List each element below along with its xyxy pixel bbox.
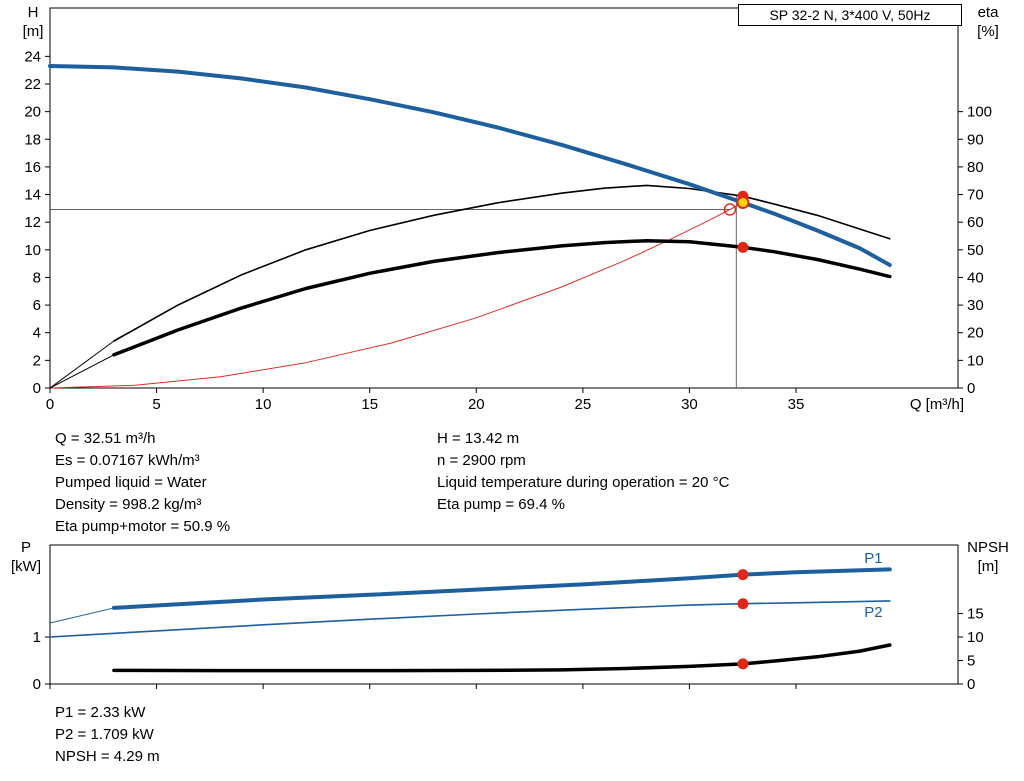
- y-right-tick-label: 70: [967, 187, 984, 204]
- y-right-tick-label: 80: [967, 159, 984, 176]
- y-left-tick-label: 2: [33, 352, 41, 369]
- npsh-axis-label-line2: [m]: [977, 558, 999, 575]
- p2-marker[interactable]: [737, 598, 749, 610]
- h-axis-label-line1: H: [27, 4, 39, 21]
- npsh-axis-label: NPSH [m]: [958, 538, 1018, 576]
- y-left-tick-label: 18: [24, 131, 41, 148]
- result-line: H = 13.42 m: [437, 430, 520, 447]
- y-left-tick-label: 10: [24, 242, 41, 259]
- result-line: P2 = 1.709 kW: [55, 726, 154, 743]
- npsh-marker[interactable]: [737, 658, 749, 670]
- y-left-tick-label: 16: [24, 159, 41, 176]
- y-left-tick-label: 8: [33, 269, 41, 286]
- x-tick-label: 0: [46, 396, 54, 413]
- y-left-tick-label: 14: [24, 187, 41, 204]
- power-chart-plot-area[interactable]: [49, 544, 959, 685]
- y-right-tick-label: 100: [967, 104, 992, 121]
- y-left-tick-label: 1: [33, 629, 41, 646]
- y-left-tick-label: 22: [24, 76, 41, 93]
- h-axis-label-line2: [m]: [22, 23, 44, 40]
- y-right-tick-label: 50: [967, 242, 984, 259]
- result-line: Pumped liquid = Water: [55, 474, 207, 491]
- result-line: Density = 998.2 kg/m³: [55, 496, 202, 513]
- p-axis-label-line2: [kW]: [11, 558, 41, 575]
- p1-curve[interactable]: [111, 567, 892, 610]
- requested-point-marker[interactable]: [723, 203, 737, 216]
- y-right-tick-label: 0: [967, 380, 975, 397]
- npsh-axis-label-line1: NPSH: [967, 539, 1009, 556]
- y-right-tick-label: 60: [967, 214, 984, 231]
- eta-axis-label-line2: [%]: [977, 23, 999, 40]
- y-right-tick-label: 15: [967, 606, 984, 623]
- p-axis-label-line1: P: [20, 539, 31, 556]
- result-line: Es = 0.07167 kWh/m³: [55, 452, 200, 469]
- p1-curve-lead: [49, 607, 115, 624]
- y-right-tick-label: 20: [967, 325, 984, 342]
- y-left-tick-label: 0: [33, 676, 41, 693]
- pump-title-box: SP 32-2 N, 3*400 V, 50Hz: [738, 4, 962, 26]
- result-line: n = 2900 rpm: [437, 452, 526, 469]
- x-tick-label: 10: [255, 396, 272, 413]
- y-right-tick-label: 5: [967, 653, 975, 670]
- eta-pump-motor-curve-lead: [49, 354, 115, 389]
- y-left-tick-label: 6: [33, 297, 41, 314]
- series-label-P1: P1: [864, 550, 882, 567]
- p1-marker[interactable]: [737, 569, 749, 581]
- y-left-tick-label: 0: [33, 380, 41, 397]
- y-left-tick-label: 20: [24, 104, 41, 121]
- npsh-curve[interactable]: [112, 643, 892, 673]
- y-left-tick-label: 12: [24, 214, 41, 231]
- results-top-left: Q = 32.51 m³/h Es = 0.07167 kWh/m³ Pumped …: [55, 428, 425, 538]
- eta-pump-curve-lead: [49, 340, 115, 389]
- hq-chart-plot-area[interactable]: [49, 7, 959, 389]
- y-right-tick-label: 0: [967, 676, 975, 693]
- result-line: Eta pump = 69.4 %: [437, 496, 565, 513]
- x-tick-label: 5: [152, 396, 160, 413]
- y-right-tick-label: 30: [967, 297, 984, 314]
- series-label-P2: P2: [864, 604, 882, 621]
- eta-axis-label: eta [%]: [964, 3, 1012, 41]
- x-tick-label: 30: [681, 396, 698, 413]
- results-bottom: P1 = 2.33 kW P2 = 1.709 kW NPSH = 4.29 m: [55, 702, 355, 768]
- result-line: Q = 32.51 m³/h: [55, 430, 156, 447]
- result-line: Eta pump+motor = 50.9 %: [55, 518, 231, 535]
- p-axis-label: P [kW]: [4, 538, 48, 576]
- y-left-tick-label: 4: [33, 325, 41, 342]
- x-tick-label: 20: [468, 396, 485, 413]
- hq-chart[interactable]: 0 5 10 15 20 25 30 3502468101214161820222401020…: [0, 0, 1024, 425]
- y-right-tick-label: 90: [967, 131, 984, 148]
- h-axis-label: H [m]: [14, 3, 52, 41]
- y-left-tick-label: 24: [24, 48, 41, 65]
- x-tick-label: 25: [575, 396, 592, 413]
- eta-pump-curve[interactable]: [113, 184, 891, 342]
- duty-point-marker[interactable]: [736, 196, 750, 210]
- x-tick-label: 35: [788, 396, 805, 413]
- eta-axis-label-line1: eta: [977, 4, 999, 21]
- result-line: NPSH = 4.29 m: [55, 748, 160, 765]
- x-axis-label: Q [m³/h]: [910, 396, 964, 413]
- pump-curve[interactable]: [48, 64, 892, 267]
- result-line: P1 = 2.33 kW: [55, 704, 146, 721]
- y-right-tick-label: 40: [967, 269, 984, 286]
- x-tick-label: 15: [361, 396, 378, 413]
- results-top-right: H = 13.42 m n = 2900 rpm Liquid temperatur…: [437, 428, 957, 516]
- system-curve[interactable]: [49, 202, 744, 389]
- p2-curve[interactable]: [49, 600, 891, 638]
- result-line: Liquid temperature during operation = 20…: [437, 474, 730, 491]
- y-right-tick-label: 10: [967, 352, 984, 369]
- eta-pump-motor-curve[interactable]: [112, 238, 892, 357]
- y-right-tick-label: 10: [967, 629, 984, 646]
- eta-motor-marker[interactable]: [737, 241, 749, 253]
